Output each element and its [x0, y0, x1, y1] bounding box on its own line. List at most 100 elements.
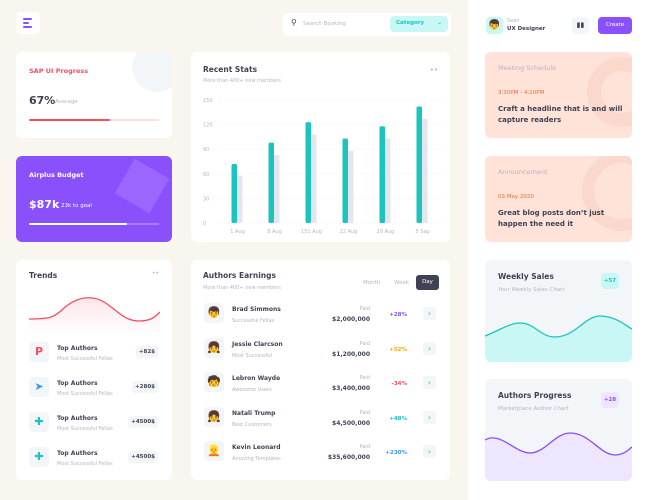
x-tick-label: 5 Sep	[415, 229, 429, 235]
card-subtitle: Your Weekly Sales Chart	[498, 287, 565, 293]
menu-button[interactable]	[16, 12, 40, 34]
author-row: 👱 Kevin Leonard Amazing Templates Paid $…	[191, 441, 450, 471]
user-role: UX Designer	[507, 26, 546, 32]
search-input[interactable]: Search Booking	[303, 21, 346, 27]
bar-primary	[268, 142, 274, 223]
change-percent: +52%	[389, 346, 407, 353]
weekly-sales-card: Weekly Sales Your Weekly Sales Chart +57	[485, 260, 632, 362]
trend-item[interactable]: ✚ Top Authors Most Successful Fellas +45…	[16, 412, 172, 442]
x-tick-label: 8 Aug	[267, 229, 282, 235]
y-tick-label: 0	[203, 221, 206, 227]
bar-primary	[342, 138, 348, 223]
arrow-right-icon[interactable]: ›	[423, 445, 436, 458]
bar-chart: 0 30 60 90 120 150 1 Aug 8 Aug 151 Aug 22 Aug 29 A…	[203, 98, 441, 235]
telegram-icon: ➤	[29, 377, 49, 397]
trend-title: Top Authors	[57, 345, 98, 352]
bar-secondary	[311, 134, 317, 223]
card-title: Meeting Schedule	[498, 64, 557, 72]
trend-title: Top Authors	[57, 380, 98, 387]
authors-progress-badge: +28	[601, 392, 619, 408]
puzzle-icon: ✚	[29, 412, 49, 432]
card-subtitle: More than 400+ new members	[203, 285, 281, 291]
author-row: 👧 Natali Trump Best Customers Paid $4,50…	[191, 406, 450, 437]
progress-label: Avarage	[55, 99, 78, 105]
bar-secondary	[237, 175, 243, 223]
x-tick-label: 29 Aug	[377, 229, 395, 235]
paid-amount: $3,400,000	[332, 385, 370, 392]
tab-week[interactable]: Week	[394, 280, 410, 286]
create-button[interactable]: Create	[598, 17, 632, 34]
arrow-right-icon[interactable]: ›	[423, 410, 436, 424]
author-subtitle: Successful Fellas	[232, 318, 275, 324]
tab-month[interactable]: Month	[363, 280, 381, 286]
p-logo-icon: P	[29, 342, 49, 362]
paid-label: Paid	[359, 444, 370, 450]
card-title: Airplus Budget	[29, 171, 84, 179]
author-row: 🧒 Lebron Wayde Awesome Users Paid $3,400…	[191, 372, 450, 402]
tab-day[interactable]: Day	[416, 275, 439, 290]
authors-earnings-card: Authors Earnings More than 400+ new memb…	[191, 260, 450, 480]
trend-subtitle: Most Successful Fellas	[57, 356, 113, 362]
author-name: Jessie Clarcson	[232, 340, 283, 348]
y-tick-label: 90	[203, 147, 209, 153]
paid-label: Paid	[359, 375, 370, 381]
x-tick-label: 22 Aug	[340, 229, 358, 235]
search-bar[interactable]: ⚲ Search Booking Category ⌄	[283, 13, 451, 36]
y-tick-label: 60	[203, 172, 209, 178]
author-name: Kevin Leonard	[232, 444, 281, 451]
arrow-right-icon[interactable]: ›	[423, 341, 436, 355]
paid-amount: $4,500,000	[332, 419, 370, 427]
trend-subtitle: Most Successful Fellas	[57, 426, 113, 432]
trend-item[interactable]: ➤ Top Authors Most Successful Fellas +28…	[16, 377, 172, 407]
budget-card: Airplus Budget $87k 23k to goal	[16, 156, 172, 242]
category-label: Category	[396, 20, 425, 26]
budget-track	[29, 223, 159, 225]
stats-icon-button[interactable]: ▮▮	[572, 17, 589, 34]
author-avatar: 👱	[204, 441, 224, 461]
author-subtitle: Best Customers	[232, 421, 272, 428]
progress-value: 67%	[29, 94, 56, 107]
author-row: 👦 Brad Simmons Successful Fellas Paid $2…	[191, 303, 450, 333]
card-title: SAP UI Progress	[29, 67, 89, 75]
category-dropdown[interactable]: Category ⌄	[390, 16, 448, 32]
trend-value: +4500$	[128, 451, 158, 463]
chart-subtitle: More than 400+ new members	[203, 78, 281, 84]
meeting-card: Meeting Schedule 3:30PM - 4:20PM Craft a…	[485, 52, 632, 138]
card-title: Trends	[29, 271, 58, 280]
meeting-text: Craft a headline that is and will captur…	[498, 105, 623, 124]
recent-stats-card: Recent Stats More than 400+ new members …	[191, 52, 450, 242]
chevron-down-icon: ⌄	[437, 20, 442, 26]
y-tick-label: 30	[203, 196, 209, 202]
author-name: Lebron Wayde	[232, 375, 281, 382]
trend-title: Top Authors	[57, 415, 98, 422]
user-name: Sean	[507, 18, 520, 24]
more-icon[interactable]: ••	[151, 270, 159, 277]
arrow-right-icon[interactable]: ›	[423, 376, 436, 389]
author-name: Brad Simmons	[232, 306, 281, 313]
budget-label: 23k to goal	[61, 203, 92, 209]
card-title: Weekly Sales	[498, 272, 554, 281]
more-icon[interactable]: ••	[429, 66, 438, 74]
announcement-text: Great blog posts don’t just happen the n…	[498, 209, 605, 228]
author-avatar: 🧒	[204, 372, 224, 392]
bar-primary	[379, 126, 385, 223]
change-percent: +230%	[385, 450, 407, 456]
x-tick-label: 151 Aug	[301, 229, 322, 235]
arrow-right-icon[interactable]: ›	[423, 307, 436, 320]
trend-value: +4500$	[128, 416, 158, 428]
progress-track	[29, 119, 159, 121]
trend-item[interactable]: ✚ Top Authors Most Successful Fellas +45…	[16, 447, 172, 477]
puzzle-icon: ✚	[29, 447, 49, 467]
user-avatar[interactable]: 👦	[486, 17, 503, 34]
bar-primary	[231, 163, 237, 223]
trend-subtitle: Most Successful Fellas	[57, 461, 113, 467]
bar-secondary	[385, 138, 391, 223]
x-tick-label: 1 Aug	[230, 229, 245, 235]
announcement-card: Announcement 03 May 2020 Great blog post…	[485, 156, 632, 242]
trend-item[interactable]: P Top Authors Most Successful Fellas +82…	[16, 342, 172, 372]
trend-value: +82$	[135, 346, 158, 358]
author-row: 👧 Jessie Clarcson Most Successful Paid $…	[191, 337, 450, 368]
bar-secondary	[348, 150, 354, 223]
weekly-sales-chart	[485, 315, 632, 362]
trend-subtitle: Most Successful Fellas	[57, 391, 113, 397]
